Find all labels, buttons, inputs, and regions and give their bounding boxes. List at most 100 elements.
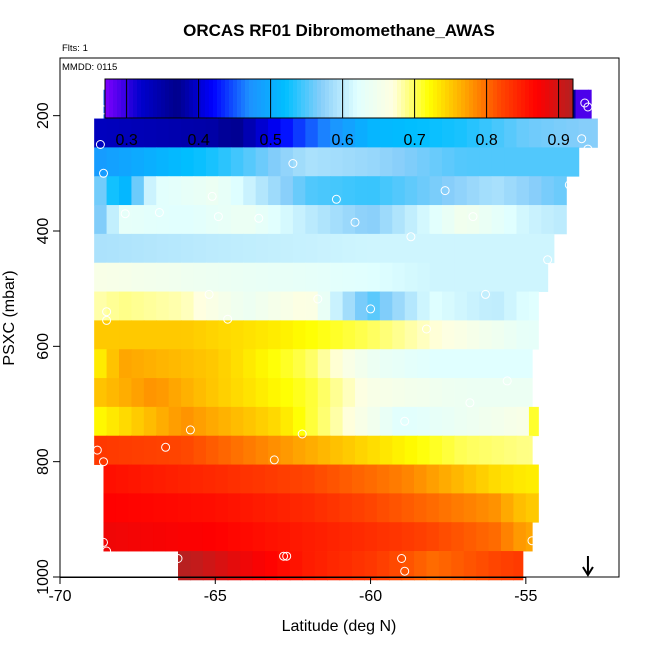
heatmap-cell: [500, 493, 515, 523]
heatmap-cell: [479, 147, 493, 177]
sample-point: [102, 315, 112, 325]
heatmap-cell: [280, 291, 294, 321]
heatmap-cell: [355, 291, 369, 321]
heatmap-cell: [401, 551, 415, 581]
heatmap-cell: [516, 320, 530, 350]
heatmap-cell: [230, 205, 244, 235]
heatmap-cell: [106, 406, 120, 437]
heatmap-cell: [528, 378, 533, 408]
sample-point: [527, 566, 537, 576]
heatmap-cell: [401, 464, 415, 494]
heatmap-cell: [414, 493, 428, 523]
heatmap-cell: [168, 205, 182, 235]
heatmap-cell: [454, 320, 468, 350]
heatmap-cell: [392, 320, 406, 350]
colorbar-segment: [329, 79, 334, 118]
heatmap-cell: [414, 522, 428, 552]
heatmap-cell: [441, 262, 455, 292]
heatmap-cell: [342, 435, 356, 465]
heatmap-cell: [513, 522, 527, 552]
heatmap-cell: [553, 147, 567, 177]
heatmap-cell: [305, 233, 319, 264]
heatmap-cell: [131, 435, 145, 465]
heatmap-cell: [140, 493, 154, 523]
heatmap-cell: [156, 262, 170, 292]
heatmap-cell: [106, 349, 120, 379]
heatmap-cell: [426, 522, 440, 552]
heatmap-cell: [168, 176, 182, 206]
y-tick-label: 400: [35, 218, 52, 245]
heatmap-cell: [143, 262, 157, 292]
heatmap-cell: [553, 176, 567, 206]
heatmap-cell: [193, 233, 207, 264]
heatmap-cell: [317, 320, 331, 350]
heatmap-cell: [438, 551, 452, 581]
colorbar-segment: [137, 79, 142, 118]
heatmap-cell: [351, 493, 365, 523]
heatmap-cell: [280, 349, 294, 379]
colorbar-segment: [201, 79, 206, 118]
heatmap-cell: [441, 205, 455, 235]
colorbar-segment: [381, 79, 386, 118]
heatmap-cell: [106, 118, 120, 148]
colorbar-segment: [477, 79, 482, 118]
heatmap-cell: [404, 233, 418, 264]
colorbar-segment: [341, 79, 346, 118]
heatmap-cell: [106, 435, 120, 465]
heatmap-cell: [528, 147, 542, 177]
heatmap-cell: [330, 176, 344, 206]
sample-point: [583, 144, 593, 154]
heatmap-cell: [205, 435, 219, 465]
heatmap-cell: [94, 349, 108, 379]
heatmap-cell: [463, 464, 477, 494]
heatmap-cell: [342, 406, 356, 437]
heatmap-cell: [168, 406, 182, 437]
heatmap-cell: [240, 522, 254, 552]
heatmap-cell: [205, 118, 219, 148]
heatmap-cell: [280, 176, 294, 206]
heatmap-cell: [401, 522, 415, 552]
colorbar-segment: [357, 79, 362, 118]
heatmap-cell: [131, 378, 145, 408]
heatmap-cell: [255, 147, 269, 177]
heatmap-cell: [392, 378, 406, 408]
colorbar-segment: [473, 79, 478, 118]
heatmap-cell: [516, 147, 530, 177]
heatmap-cell: [317, 406, 331, 437]
heatmap-cell: [417, 205, 431, 235]
heatmap-cell: [491, 435, 505, 465]
colorbar-tick-label: 0.5: [259, 132, 281, 149]
heatmap-cell: [342, 349, 356, 379]
heatmap-cell: [243, 406, 257, 437]
heatmap-cell: [317, 233, 331, 264]
heatmap-cell: [516, 262, 530, 292]
colorbar-segment: [481, 79, 486, 118]
heatmap-cell: [463, 551, 477, 581]
heatmap-cell: [417, 320, 431, 350]
heatmap-cell: [404, 435, 418, 465]
colorbar-segment: [485, 79, 490, 118]
heatmap-cell: [103, 493, 117, 523]
sample-point: [213, 212, 223, 222]
colorbar-segment: [461, 79, 466, 118]
heatmap-cell: [426, 464, 440, 494]
heatmap-cell: [504, 176, 518, 206]
heatmap-cell: [181, 205, 195, 235]
heatmap-cell: [314, 522, 328, 552]
heatmap-cell: [128, 493, 142, 523]
colorbar-segment: [133, 79, 138, 118]
heatmap-cell: [190, 522, 204, 552]
heatmap-cell: [330, 205, 344, 235]
heatmap-cell: [165, 493, 179, 523]
heatmap-cell: [454, 406, 468, 437]
heatmap-cell: [404, 291, 418, 321]
colorbar-segment: [113, 79, 118, 118]
heatmap-cell: [525, 493, 539, 523]
colorbar-segment: [189, 79, 194, 118]
heatmap-cell: [115, 522, 129, 552]
heatmap-cell: [240, 464, 254, 494]
colorbar-segment: [417, 79, 422, 118]
colorbar-tick-label: 0.9: [547, 132, 569, 149]
heatmap-cell: [255, 349, 269, 379]
colorbar-segment: [361, 79, 366, 118]
